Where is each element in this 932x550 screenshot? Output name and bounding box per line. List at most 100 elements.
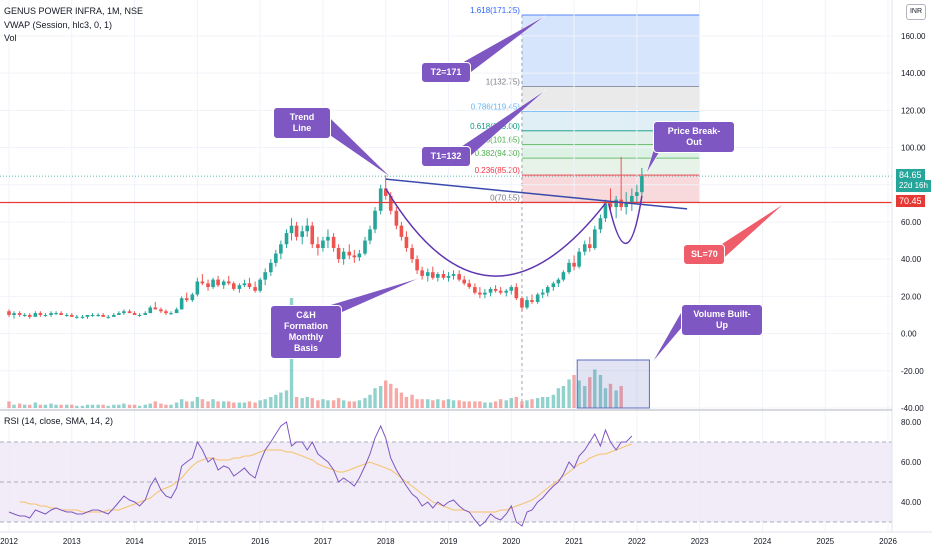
- volume-bar: [483, 402, 487, 408]
- target-2-callout[interactable]: T2=171: [421, 62, 471, 83]
- price-tick-label: 20.00: [901, 292, 922, 301]
- volume-bar: [404, 397, 409, 408]
- rsi-line: [8, 421, 633, 527]
- volume-bar: [572, 375, 576, 408]
- volume-bar: [206, 401, 210, 408]
- volume-bar: [352, 401, 357, 408]
- time-tick-label: 2020: [502, 537, 520, 546]
- candle-body: [535, 294, 540, 302]
- time-tick-label: 2023: [691, 537, 709, 546]
- target-1-callout[interactable]: T1=132: [421, 146, 471, 167]
- candle-body: [321, 240, 325, 248]
- volume-bar: [80, 405, 85, 408]
- candle-body: [216, 279, 220, 286]
- candlesticks: [7, 156, 644, 319]
- candle-body: [561, 272, 566, 280]
- volume-bar: [28, 404, 32, 408]
- stop-loss-callout[interactable]: SL=70: [683, 244, 725, 265]
- cup-and-handle-callout[interactable]: C&H Formation Monthly Basis: [270, 305, 342, 359]
- volume-bar: [159, 403, 163, 408]
- time-tick-label: 2025: [816, 537, 834, 546]
- volume-bar: [389, 383, 393, 408]
- volume-bar: [473, 401, 477, 408]
- candle-body: [410, 248, 414, 260]
- volume-bar: [420, 399, 424, 408]
- price-tick-label: 0.00: [901, 330, 917, 339]
- volume-indicator-label[interactable]: Vol: [4, 33, 17, 43]
- candle-body: [446, 275, 451, 278]
- symbol-title[interactable]: GENUS POWER INFRA, 1M, NSE: [4, 6, 144, 16]
- price-tick-label: 120.00: [901, 106, 926, 115]
- volume-buildup-callout[interactable]: Volume Built-Up: [681, 304, 763, 336]
- volume-bar: [227, 401, 231, 408]
- drawings[interactable]: [0, 15, 892, 409]
- price-tick-label: 140.00: [901, 69, 926, 78]
- candle-body: [7, 311, 11, 315]
- candle-body: [184, 298, 189, 301]
- candle-body: [436, 274, 440, 278]
- time-tick-label: 2018: [377, 537, 395, 546]
- candle-body: [190, 294, 195, 301]
- candle-body: [473, 287, 477, 293]
- volume-bar: [525, 400, 529, 408]
- volume-bar: [153, 401, 157, 408]
- candle-body: [415, 259, 419, 271]
- price-breakout-callout[interactable]: Price Break-Out: [653, 121, 735, 153]
- candle-body: [279, 244, 283, 254]
- volume-bar: [216, 401, 220, 408]
- candle-body: [132, 313, 137, 315]
- rsi-indicator-label[interactable]: RSI (14, close, SMA, 14, 2): [4, 416, 114, 426]
- candle-body: [85, 314, 90, 317]
- price-tick-label: -40.00: [901, 404, 924, 413]
- volume-bar: [509, 398, 513, 408]
- candle-body: [12, 313, 16, 315]
- volume-bar: [614, 390, 618, 408]
- volume-bar: [112, 404, 116, 408]
- candle-body: [504, 290, 509, 293]
- candle-body: [363, 240, 367, 254]
- candle-body: [289, 225, 294, 234]
- candle-body: [96, 314, 100, 316]
- candle-body: [59, 313, 63, 315]
- currency-button[interactable]: INR: [906, 4, 926, 20]
- volume-bar: [588, 377, 592, 408]
- candle-body: [530, 300, 534, 302]
- handle-curve: [607, 195, 643, 245]
- candle-body: [352, 255, 357, 258]
- volume-bar: [368, 394, 372, 408]
- trend-line-callout[interactable]: Trend Line: [273, 107, 331, 139]
- candle-body: [630, 195, 634, 204]
- candle-body: [226, 281, 231, 284]
- trend-line: [385, 178, 688, 210]
- candle-body: [388, 195, 393, 211]
- candle-body: [582, 244, 587, 252]
- rsi-tick-label: 80.00: [901, 418, 922, 427]
- volume-bar: [551, 394, 556, 408]
- volume-bar: [619, 386, 623, 408]
- volume-bar: [493, 401, 498, 408]
- vwap-indicator-label[interactable]: VWAP (Session, hlc3, 0, 1): [4, 20, 113, 30]
- volume-bar: [504, 400, 508, 408]
- volume-bar: [122, 403, 126, 408]
- volume-bar: [305, 397, 309, 408]
- candle-body: [211, 279, 215, 288]
- volume-bar: [222, 401, 226, 408]
- time-tick-label: 2012: [0, 537, 18, 546]
- candle-body: [310, 225, 315, 245]
- volume-bar: [598, 375, 603, 408]
- candle-body: [431, 272, 435, 278]
- volume-bar: [101, 404, 105, 408]
- candle-body: [106, 316, 111, 318]
- volume-bar: [43, 404, 48, 408]
- candle-body: [231, 283, 236, 289]
- volume-bar: [593, 369, 597, 408]
- fib-band: [521, 86, 700, 112]
- fib-level-label: 0(70.55): [490, 193, 520, 202]
- candle-body: [451, 274, 456, 276]
- fib-band: [521, 158, 700, 176]
- candle-body: [357, 253, 362, 258]
- volume-bar: [310, 398, 314, 408]
- fib-level-label: 0.382(94.30): [475, 149, 521, 158]
- volume-bar: [488, 402, 493, 408]
